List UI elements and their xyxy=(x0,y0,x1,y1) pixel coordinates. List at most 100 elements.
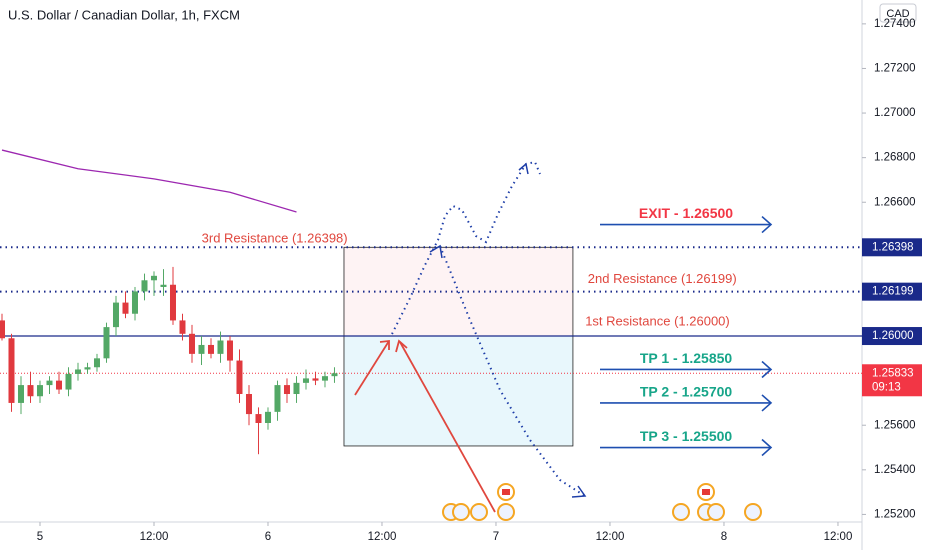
x-tick-label: 12:00 xyxy=(596,531,625,543)
candle-body xyxy=(321,376,328,381)
y-tick-label: 1.26800 xyxy=(874,152,916,164)
arrowhead xyxy=(379,339,390,350)
level-badge xyxy=(862,327,922,346)
event-icon xyxy=(744,503,762,521)
candle-body xyxy=(55,380,62,390)
countdown-label: 09:13 xyxy=(872,381,901,393)
candle-body xyxy=(302,378,309,383)
candle-body xyxy=(65,373,72,390)
arrowhead xyxy=(429,244,443,259)
candle-body xyxy=(27,385,34,397)
candle-body xyxy=(74,369,81,374)
candles xyxy=(0,149,338,455)
candle-body xyxy=(188,333,195,354)
x-tick-label: 5 xyxy=(37,531,43,543)
red-arrows xyxy=(354,339,496,513)
currency-badge xyxy=(879,3,917,23)
candle-body xyxy=(103,327,110,359)
candle-body xyxy=(226,340,233,361)
candle-body xyxy=(264,411,271,423)
target-arrowhead xyxy=(761,360,773,379)
candle-body xyxy=(198,344,205,354)
y-tick-label: 1.27200 xyxy=(874,62,916,74)
candle-body xyxy=(179,320,186,334)
candle-body xyxy=(84,367,91,370)
zone xyxy=(343,335,574,447)
event-icon xyxy=(452,503,470,521)
x-tick-label: 12:00 xyxy=(140,531,169,543)
y-tick-label: 1.25600 xyxy=(874,419,916,431)
flag xyxy=(702,489,710,495)
y-tick-label: 1.27000 xyxy=(874,107,916,119)
level-badge xyxy=(862,282,922,301)
candle-body xyxy=(36,385,43,397)
candle-body xyxy=(160,284,167,287)
level-badge xyxy=(862,238,922,257)
candle-body xyxy=(8,338,15,403)
level-label: 1.26398 xyxy=(872,241,914,253)
candle-body xyxy=(112,302,119,328)
flag xyxy=(502,489,510,495)
candle-body xyxy=(274,385,281,412)
candle-body xyxy=(46,380,53,386)
candle-body xyxy=(122,302,129,314)
level-label: 1.26199 xyxy=(872,286,914,298)
arrowhead xyxy=(571,485,587,498)
candle-body xyxy=(141,280,148,292)
target-arrowhead xyxy=(761,438,773,457)
candle-body xyxy=(331,373,338,377)
x-tick-label: 12:00 xyxy=(368,531,397,543)
event-icon xyxy=(672,503,690,521)
target-arrowhead xyxy=(761,215,773,234)
candle-body xyxy=(283,385,290,395)
resistance-label: 2nd Resistance (1.26199) xyxy=(588,271,737,286)
scenario-path xyxy=(391,160,586,497)
candle-body xyxy=(150,275,157,281)
candle-body xyxy=(312,378,319,381)
target-label: EXIT - 1.26500 xyxy=(639,205,733,221)
x-tick-label: 8 xyxy=(721,531,727,543)
arrow xyxy=(354,340,390,396)
last-price-badge xyxy=(862,364,922,397)
candle-body xyxy=(236,360,243,395)
levels xyxy=(0,246,862,374)
zones xyxy=(343,246,574,447)
chart-title: U.S. Dollar / Canadian Dollar, 1h, FXCM xyxy=(8,7,240,22)
x-tick-label: 12:00 xyxy=(824,531,853,543)
bearish-path xyxy=(439,245,586,497)
target-label: TP 3 - 1.25500 xyxy=(640,428,733,444)
moving-average xyxy=(1,149,297,213)
event-icon xyxy=(497,503,515,521)
last-price-label: 1.25833 xyxy=(872,367,914,379)
zone xyxy=(343,246,574,337)
resistance-label: 1st Resistance (1.26000) xyxy=(585,313,730,328)
y-tick-label: 1.26600 xyxy=(874,196,916,208)
event-icons xyxy=(442,483,762,521)
target-arrowhead xyxy=(761,394,773,412)
event-icon xyxy=(707,503,725,521)
target-label: TP 2 - 1.25700 xyxy=(640,384,733,400)
target-label: TP 1 - 1.25850 xyxy=(640,350,733,366)
candle-body xyxy=(17,385,24,403)
candle-body xyxy=(207,344,214,354)
candle-body xyxy=(93,358,100,368)
level-label: 1.26000 xyxy=(872,330,914,342)
x-tick-label: 6 xyxy=(265,531,271,543)
candle-body xyxy=(245,394,252,415)
currency-label: CAD xyxy=(886,8,909,20)
candle-body xyxy=(255,414,262,423)
y-tick-label: 1.27400 xyxy=(874,18,916,30)
event-icon xyxy=(470,503,488,521)
candle-body xyxy=(0,320,5,339)
y-tick-label: 1.25400 xyxy=(874,464,916,476)
arrowhead xyxy=(395,339,408,353)
resistance-label: 3rd Resistance (1.26398) xyxy=(202,231,348,246)
y-tick-label: 1.25200 xyxy=(874,508,916,520)
x-tick-label: 7 xyxy=(493,531,499,543)
candle-body xyxy=(217,340,224,354)
arrowhead xyxy=(518,162,529,175)
candle-body xyxy=(169,284,176,321)
candle-body xyxy=(293,382,300,395)
scenario-arrowheads xyxy=(429,162,587,498)
